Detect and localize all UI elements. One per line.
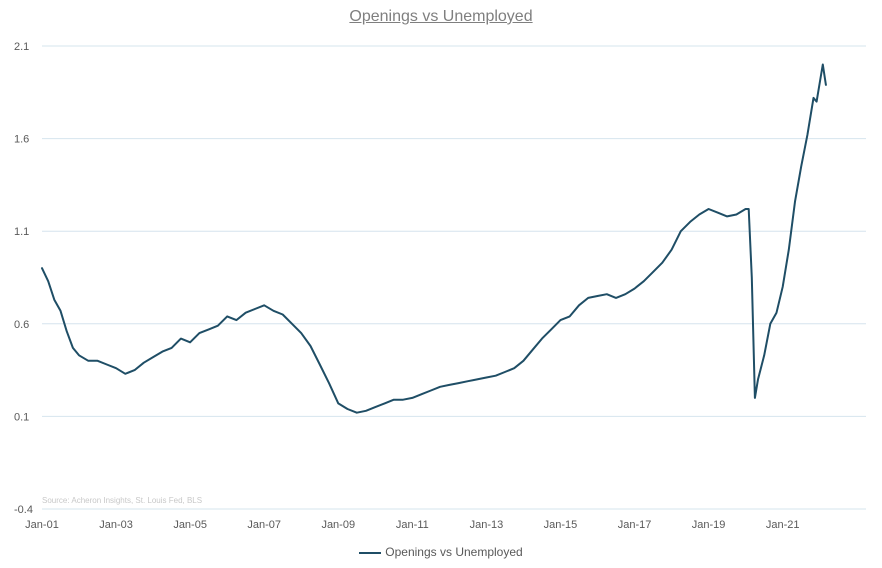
y-axis-ticks: 2.1 1.6 1.1 0.6 0.1 -0.4 xyxy=(14,41,33,516)
x-tick-label: Jan-07 xyxy=(247,519,281,531)
legend-label: Openings vs Unemployed xyxy=(385,545,523,559)
x-tick-label: Jan-01 xyxy=(25,519,59,531)
x-tick-label: Jan-11 xyxy=(396,519,429,531)
line-chart: 2.11.61.10.60.1-0.4 Jan-01 Jan-03 Jan-05 Ja… xyxy=(14,41,866,531)
y-tick-label: 1.6 xyxy=(14,134,29,146)
y-tick-label: 2.1 xyxy=(14,41,29,53)
x-tick-label: Jan-05 xyxy=(173,519,207,531)
series-group xyxy=(41,63,827,414)
x-tick-label: Jan-19 xyxy=(692,519,726,531)
legend-swatch xyxy=(359,551,382,554)
legend: Openings vs Unemployed xyxy=(0,545,882,559)
y-tick-label: 1.1 xyxy=(14,226,29,238)
y-tick-label: 0.1 xyxy=(14,411,29,423)
y-tick-label: 0.6 xyxy=(14,319,29,331)
x-tick-label: Jan-13 xyxy=(470,519,504,531)
x-tick-label: Jan-09 xyxy=(321,519,355,531)
series-line xyxy=(41,63,827,414)
x-tick-label: Jan-17 xyxy=(618,519,652,531)
source-note: Source: Acheron Insights, St. Louis Fed,… xyxy=(42,496,202,505)
gridlines xyxy=(42,45,866,510)
x-tick-label: Jan-21 xyxy=(766,519,800,531)
x-tick-label: Jan-03 xyxy=(99,519,133,531)
x-tick-label: Jan-15 xyxy=(544,519,578,531)
y-tick-label: -0.4 xyxy=(14,504,33,516)
chart-title: Openings vs Unemployed xyxy=(349,8,533,25)
x-axis-ticks: Jan-01 Jan-03 Jan-05 Jan-07 Jan-09 Jan-11 Jan-… xyxy=(25,519,799,531)
